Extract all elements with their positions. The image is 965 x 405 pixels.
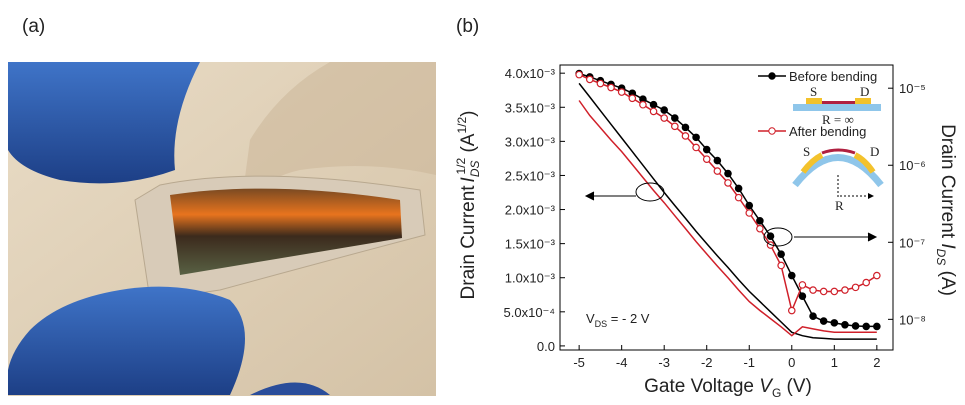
data-point bbox=[830, 287, 839, 296]
y2-axis-label: Drain Current IDS (A) bbox=[934, 124, 958, 296]
data-point bbox=[756, 224, 764, 233]
data-line bbox=[578, 82, 877, 340]
y-tick-label: 3.5x10⁻³ bbox=[505, 100, 556, 115]
photo bbox=[8, 62, 436, 396]
data-point bbox=[873, 322, 881, 331]
x-tick-label: 0 bbox=[788, 355, 795, 370]
legend-label: Before bending bbox=[789, 69, 877, 84]
inset-label: D bbox=[870, 144, 879, 159]
data-point bbox=[841, 286, 849, 294]
data-point bbox=[702, 155, 711, 163]
data-point bbox=[862, 322, 871, 331]
data-point bbox=[607, 83, 615, 92]
legend-label: After bending bbox=[789, 124, 866, 139]
inset-flat: S D R = ∞ bbox=[793, 84, 881, 127]
data-point bbox=[660, 106, 668, 114]
y-tick-label: 1.0x10⁻³ bbox=[505, 271, 556, 286]
x-tick-label: -3 bbox=[658, 355, 670, 370]
plot-frame bbox=[559, 64, 894, 351]
data-point bbox=[734, 193, 743, 202]
data-point bbox=[649, 107, 658, 116]
data-point bbox=[862, 278, 871, 287]
data-point bbox=[724, 169, 732, 178]
data-point bbox=[777, 261, 785, 270]
data-line bbox=[578, 100, 877, 337]
inset-label: R bbox=[835, 198, 844, 213]
y-tick-label: 3.0x10⁻³ bbox=[505, 134, 556, 149]
annotation: VDS = - 2 V bbox=[586, 311, 650, 329]
data-point bbox=[713, 156, 722, 165]
x-axis-label: Gate Voltage VG (V) bbox=[644, 376, 812, 400]
y-axis-label: Drain CurrentIDS1/2 (A1/2) bbox=[454, 111, 482, 300]
data-point bbox=[745, 201, 754, 210]
x-tick-label: -2 bbox=[701, 355, 713, 370]
y2-tick-label: 10⁻⁷ bbox=[899, 235, 925, 250]
data-point bbox=[841, 320, 849, 329]
y2-tick-label: 10⁻⁵ bbox=[899, 81, 926, 96]
panel-label: (a) bbox=[22, 16, 45, 37]
data-point bbox=[766, 232, 775, 240]
inset-label: S bbox=[810, 84, 817, 99]
data-point bbox=[724, 179, 732, 187]
inset-label: D bbox=[860, 84, 869, 99]
y-tick-label: 0.0 bbox=[537, 339, 555, 354]
data-point bbox=[809, 286, 817, 294]
data-point bbox=[819, 317, 828, 325]
data-point bbox=[734, 184, 743, 193]
x-tick-label: 1 bbox=[831, 355, 838, 370]
data-point bbox=[628, 94, 637, 103]
data-point bbox=[575, 70, 583, 79]
data-point bbox=[702, 145, 711, 154]
x-tick-label: -4 bbox=[616, 355, 628, 370]
plot-area: -5 -4 -3 -2 -1 0 1 2 0.0 5.0x10⁻⁴ 1.0x10⁻³ 1.5x10⁻³… bbox=[504, 66, 926, 370]
data-point bbox=[681, 123, 690, 132]
data-point bbox=[819, 287, 828, 296]
data-point bbox=[851, 283, 860, 292]
inset-label: R = ∞ bbox=[822, 112, 854, 127]
data-point bbox=[713, 167, 722, 175]
data-point bbox=[873, 271, 881, 280]
data-point bbox=[671, 122, 679, 131]
y-tick-label: 2.0x10⁻³ bbox=[505, 203, 556, 218]
data-point bbox=[639, 100, 647, 109]
data-point bbox=[649, 100, 658, 109]
data-point bbox=[585, 75, 594, 84]
y-tick-label: 4.0x10⁻³ bbox=[505, 66, 556, 81]
panel-label: (b) bbox=[456, 16, 479, 37]
data-point bbox=[596, 79, 605, 88]
data-point bbox=[756, 217, 764, 225]
y-tick-label: 5.0x10⁻⁴ bbox=[504, 305, 555, 320]
data-point bbox=[830, 319, 839, 327]
data-point bbox=[777, 250, 785, 259]
data-point bbox=[692, 133, 700, 142]
data-point bbox=[617, 88, 626, 96]
y2-tick-label: 10⁻⁸ bbox=[899, 312, 926, 327]
data-point bbox=[787, 271, 796, 280]
data-point bbox=[745, 209, 754, 217]
data-point bbox=[681, 132, 690, 140]
x-tick-label: -5 bbox=[573, 355, 585, 370]
y2-tick-label: 10⁻⁶ bbox=[899, 158, 926, 173]
inset-bent: S D R bbox=[792, 144, 884, 213]
data-point bbox=[809, 312, 817, 320]
data-point bbox=[798, 281, 807, 289]
axis-callouts bbox=[584, 182, 878, 247]
data-point bbox=[787, 306, 796, 315]
y-tick-label: 1.5x10⁻³ bbox=[505, 237, 556, 252]
data-point bbox=[660, 114, 668, 122]
data-point bbox=[851, 322, 860, 330]
legend-marker bbox=[768, 127, 776, 135]
data-point bbox=[692, 143, 700, 152]
inset-label: S bbox=[803, 144, 810, 159]
legend-marker bbox=[768, 72, 776, 80]
data-point bbox=[798, 292, 807, 300]
x-tick-label: -1 bbox=[743, 355, 755, 370]
x-tick-label: 2 bbox=[873, 355, 880, 370]
data-point bbox=[671, 114, 679, 122]
y-tick-label: 2.5x10⁻³ bbox=[505, 168, 556, 183]
